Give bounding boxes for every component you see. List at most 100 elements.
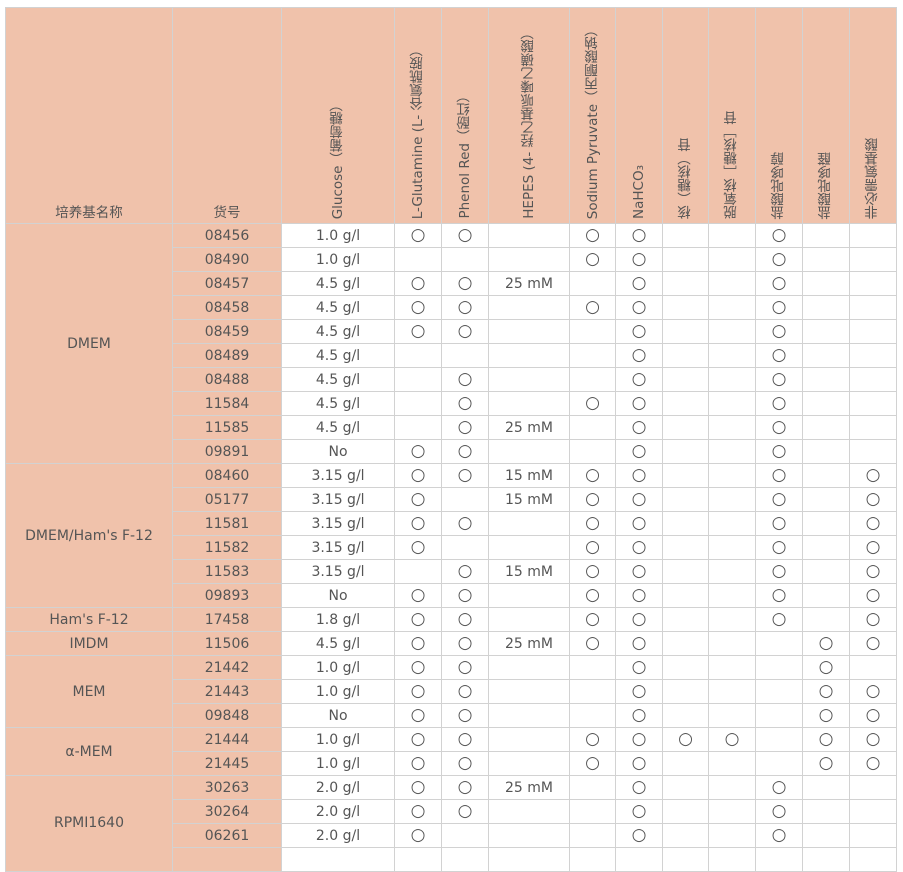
pyridoxal-hcl-cell: ○ <box>802 703 850 728</box>
phenol-red-cell: ○ <box>441 439 489 464</box>
header-label: Glucose（葡萄糖） <box>330 97 346 219</box>
glucose-cell: 1.0 g/l <box>281 655 395 680</box>
header-l-glutamine: L-Glutamine (L- 谷氨酰胺） <box>394 7 442 224</box>
phenol-red-cell <box>441 247 489 272</box>
pyridoxine-hcl-cell: ○ <box>755 391 803 416</box>
neaa-cell: ○ <box>849 751 897 776</box>
neaa-cell <box>849 415 897 440</box>
nahco3-cell: ○ <box>615 751 663 776</box>
table-row: α-MEM 21444 1.0 g/l ○ ○ ○ ○ ○ ○ ○ ○ <box>5 727 897 776</box>
circle-mark-icon: ○ <box>865 609 881 629</box>
table-row: 05177 3.15 g/l ○ 15 mM ○ ○ ○ ○ <box>6 487 897 512</box>
circle-mark-icon: ○ <box>457 273 473 293</box>
phenol-red-cell: ○ <box>441 319 489 344</box>
circle-mark-icon: ○ <box>457 297 473 317</box>
circle-mark-icon: ○ <box>457 369 473 389</box>
sodium-pyruvate-cell: ○ <box>569 559 616 584</box>
glucose-cell: 3.15 g/l <box>281 559 395 584</box>
pyridoxal-hcl-cell <box>802 535 850 560</box>
circle-mark-icon: ○ <box>457 657 473 677</box>
circle-mark-icon: ○ <box>410 729 426 749</box>
circle-mark-icon: ○ <box>865 681 881 701</box>
neaa-cell <box>849 655 897 680</box>
header-glucose: Glucose（葡萄糖） <box>281 7 395 224</box>
hepes-cell <box>488 703 570 728</box>
circle-mark-icon: ○ <box>585 633 600 653</box>
table-row: 11581 3.15 g/l ○ ○ ○ ○ ○ ○ <box>6 511 897 536</box>
glucose-cell: 2.0 g/l <box>281 799 395 824</box>
pyridoxine-hcl-cell: ○ <box>755 415 803 440</box>
pyridoxal-hcl-cell: ○ <box>802 655 850 680</box>
pyridoxine-hcl-cell <box>755 631 803 656</box>
pyridoxal-hcl-cell <box>802 607 850 632</box>
hepes-cell <box>488 823 570 848</box>
l-glutamine-cell: ○ <box>394 271 442 296</box>
nahco3-cell: ○ <box>615 535 663 560</box>
l-glutamine-cell: ○ <box>394 463 442 488</box>
glucose-cell: 4.5 g/l <box>281 367 395 392</box>
circle-mark-icon: ○ <box>585 225 600 245</box>
catalog-number-cell: 08488 <box>172 367 282 392</box>
nahco3-cell: ○ <box>615 343 663 368</box>
phenol-red-cell: ○ <box>441 583 489 608</box>
pyridoxal-hcl-cell <box>802 367 850 392</box>
glucose-cell: No <box>281 583 395 608</box>
medium-name-cell: DMEM/Ham's F-12 <box>5 463 173 608</box>
pyridoxine-hcl-cell <box>755 847 803 872</box>
pyridoxal-hcl-cell <box>802 775 850 800</box>
glucose-cell <box>281 847 395 872</box>
sodium-pyruvate-cell <box>569 439 616 464</box>
sodium-pyruvate-cell: ○ <box>569 631 616 656</box>
circle-mark-icon: ○ <box>631 633 647 653</box>
circle-mark-icon: ○ <box>410 585 426 605</box>
nucleosides-cell <box>662 703 709 728</box>
phenol-red-cell <box>441 847 489 872</box>
table-row: 21445 1.0 g/l ○ ○ ○ ○ ○ ○ <box>6 751 897 776</box>
header-medium-name: 培养基名称 <box>5 7 173 224</box>
catalog-number-cell: 11581 <box>172 511 282 536</box>
circle-mark-icon: ○ <box>631 273 647 293</box>
pyridoxine-hcl-cell <box>755 751 803 776</box>
neaa-cell <box>849 367 897 392</box>
neaa-cell: ○ <box>849 463 897 488</box>
circle-mark-icon: ○ <box>457 441 473 461</box>
circle-mark-icon: ○ <box>865 633 881 653</box>
catalog-number-cell: 08458 <box>172 295 282 320</box>
nucleosides-cell <box>662 751 709 776</box>
circle-mark-icon: ○ <box>631 489 647 509</box>
header-neaa: 非必需氨基酸 <box>849 7 897 224</box>
glucose-cell: 4.5 g/l <box>281 631 395 656</box>
sodium-pyruvate-cell <box>569 343 616 368</box>
pyridoxine-hcl-cell: ○ <box>755 535 803 560</box>
header-catalog-number: 货号 <box>172 7 282 224</box>
nucleosides-cell <box>662 847 709 872</box>
table-row: 09893 No ○ ○ ○ ○ ○ ○ <box>6 583 897 608</box>
glucose-cell: 1.8 g/l <box>281 607 395 632</box>
medium-name-cell: MEM <box>5 655 173 728</box>
hepes-cell <box>488 583 570 608</box>
circle-mark-icon: ○ <box>631 249 647 269</box>
circle-mark-icon: ○ <box>410 753 426 773</box>
nahco3-cell: ○ <box>615 439 663 464</box>
circle-mark-icon: ○ <box>771 393 787 413</box>
pyridoxine-hcl-cell: ○ <box>755 487 803 512</box>
pyridoxine-hcl-cell: ○ <box>755 247 803 272</box>
header-label: NaHCO₃ <box>631 165 647 219</box>
sodium-pyruvate-cell: ○ <box>569 487 616 512</box>
hepes-cell <box>488 391 570 416</box>
sodium-pyruvate-cell: ○ <box>569 391 616 416</box>
deoxynucleosides-cell <box>708 487 756 512</box>
l-glutamine-cell: ○ <box>394 511 442 536</box>
l-glutamine-cell: ○ <box>394 703 442 728</box>
catalog-number-cell: 08460 <box>172 463 282 488</box>
medium-name-cell: α-MEM <box>5 727 173 776</box>
neaa-cell: ○ <box>849 559 897 584</box>
header-label: 盐酸吡哆醛 <box>818 151 834 220</box>
deoxynucleosides-cell <box>708 559 756 584</box>
circle-mark-icon: ○ <box>585 537 600 557</box>
table-row: 30264 2.0 g/l ○ ○ ○ ○ <box>6 799 897 824</box>
circle-mark-icon: ○ <box>457 801 473 821</box>
circle-mark-icon: ○ <box>818 681 834 701</box>
circle-mark-icon: ○ <box>457 225 473 245</box>
catalog-number-cell: 11506 <box>172 631 282 656</box>
